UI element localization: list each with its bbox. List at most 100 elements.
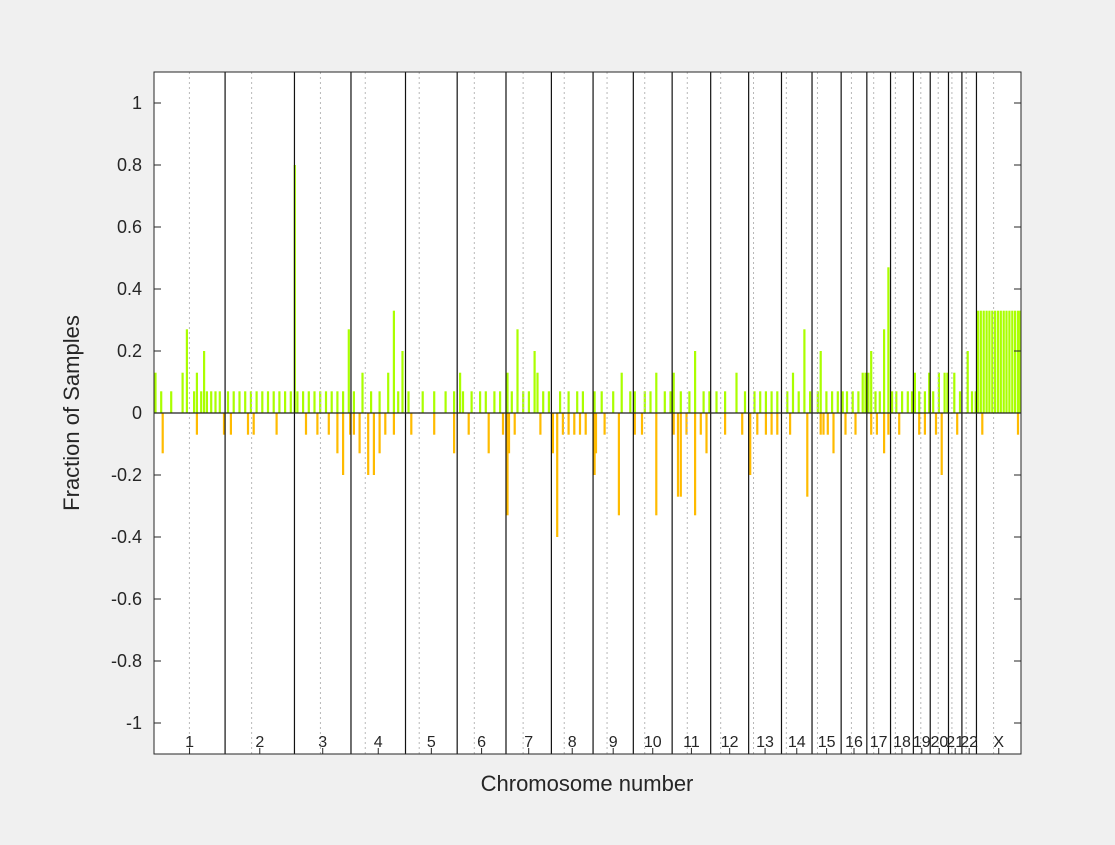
- gain-bar: [991, 310, 994, 413]
- x-tick-label: 7: [524, 734, 533, 751]
- gain-bar: [759, 391, 762, 413]
- loss-bar: [844, 413, 847, 435]
- loss-bar: [789, 413, 792, 435]
- loss-bar: [672, 413, 675, 435]
- y-tick-label: 0.6: [117, 217, 142, 237]
- loss-bar: [749, 413, 752, 475]
- gain-bar: [976, 310, 980, 413]
- gain-bar: [205, 391, 208, 413]
- loss-bar: [633, 413, 636, 435]
- gain-bar: [392, 310, 395, 413]
- gain-bar: [694, 351, 697, 413]
- gain-bar: [1008, 310, 1011, 413]
- gain-bar: [887, 267, 890, 413]
- gain-bar: [459, 372, 462, 413]
- loss-bar: [506, 413, 509, 516]
- gain-bar: [864, 372, 867, 413]
- gain-bar: [499, 391, 502, 413]
- gain-bar: [943, 372, 946, 413]
- gain-bar: [296, 391, 299, 413]
- gain-bar: [218, 391, 221, 413]
- gain-bar: [966, 351, 969, 413]
- loss-bar: [883, 413, 886, 454]
- gain-bar: [387, 372, 390, 413]
- loss-bar: [676, 413, 680, 497]
- x-tick-label: 3: [318, 734, 327, 751]
- loss-bar: [453, 413, 456, 454]
- gain-bar: [994, 310, 997, 413]
- gain-bar: [724, 391, 727, 413]
- loss-bar: [770, 413, 773, 435]
- loss-bar: [694, 413, 697, 516]
- x-tick-label: 15: [818, 734, 836, 751]
- gain-bar: [352, 391, 355, 413]
- loss-bar: [433, 413, 436, 435]
- gain-bar: [753, 391, 756, 413]
- loss-bar: [887, 413, 890, 435]
- loss-bar: [410, 413, 413, 435]
- loss-bar: [764, 413, 767, 435]
- gain-bar: [999, 310, 1002, 413]
- x-tick-label: 12: [721, 734, 739, 751]
- loss-bar: [594, 413, 598, 454]
- gain-bar: [203, 351, 206, 413]
- gain-bar: [845, 391, 849, 413]
- loss-bar: [513, 413, 516, 435]
- gain-bar: [154, 372, 157, 413]
- gain-bar: [214, 391, 217, 413]
- gain-bar: [715, 391, 718, 413]
- gain-bar: [433, 391, 436, 413]
- gain-bar: [809, 391, 812, 413]
- gain-bar: [891, 391, 894, 413]
- gain-bar: [786, 391, 789, 413]
- loss-bar: [981, 413, 984, 435]
- gain-bar: [988, 310, 991, 413]
- x-tick-label: 11: [683, 734, 700, 751]
- loss-bar: [327, 413, 330, 435]
- gain-bar: [841, 391, 844, 413]
- y-tick-label: 0.2: [117, 341, 142, 361]
- loss-bar: [367, 413, 370, 475]
- loss-bar: [487, 413, 490, 454]
- gain-bar: [600, 391, 603, 413]
- gain-bar: [895, 391, 898, 413]
- loss-bar: [699, 413, 702, 435]
- gain-bar: [533, 351, 536, 413]
- gain-bar: [284, 391, 287, 413]
- loss-bar: [195, 413, 198, 435]
- loss-bar: [705, 413, 708, 454]
- gain-bar: [185, 329, 188, 413]
- gain-bar: [324, 391, 328, 413]
- loss-bar: [603, 413, 606, 435]
- gain-bar: [679, 391, 682, 413]
- loss-bar: [806, 413, 809, 497]
- gain-bar: [1019, 310, 1022, 413]
- gain-bar: [170, 391, 173, 413]
- x-tick-label: 17: [870, 734, 888, 751]
- gain-bar: [633, 391, 636, 413]
- gain-bar: [567, 391, 570, 413]
- gain-bar: [620, 372, 623, 413]
- loss-bar: [822, 413, 825, 435]
- x-tick-label: 16: [845, 734, 863, 751]
- gain-bar: [770, 391, 773, 413]
- gain-bar: [484, 391, 487, 413]
- loss-bar: [561, 413, 564, 435]
- loss-bar: [724, 413, 727, 435]
- gain-bar: [932, 391, 935, 413]
- gain-bar: [825, 391, 828, 413]
- y-tick-label: -0.4: [111, 527, 142, 547]
- gain-bar: [421, 391, 424, 413]
- loss-bar: [501, 413, 505, 435]
- y-tick-label: -1: [126, 713, 142, 733]
- loss-bar: [832, 413, 835, 454]
- loss-bar: [741, 413, 744, 435]
- loss-bar: [819, 413, 822, 435]
- gain-bar: [1016, 310, 1020, 413]
- x-tick-label: 22: [960, 734, 978, 751]
- gain-bar: [407, 391, 410, 413]
- y-tick-label: 1: [132, 93, 142, 113]
- loss-bar: [776, 413, 779, 435]
- gain-bar: [244, 391, 247, 413]
